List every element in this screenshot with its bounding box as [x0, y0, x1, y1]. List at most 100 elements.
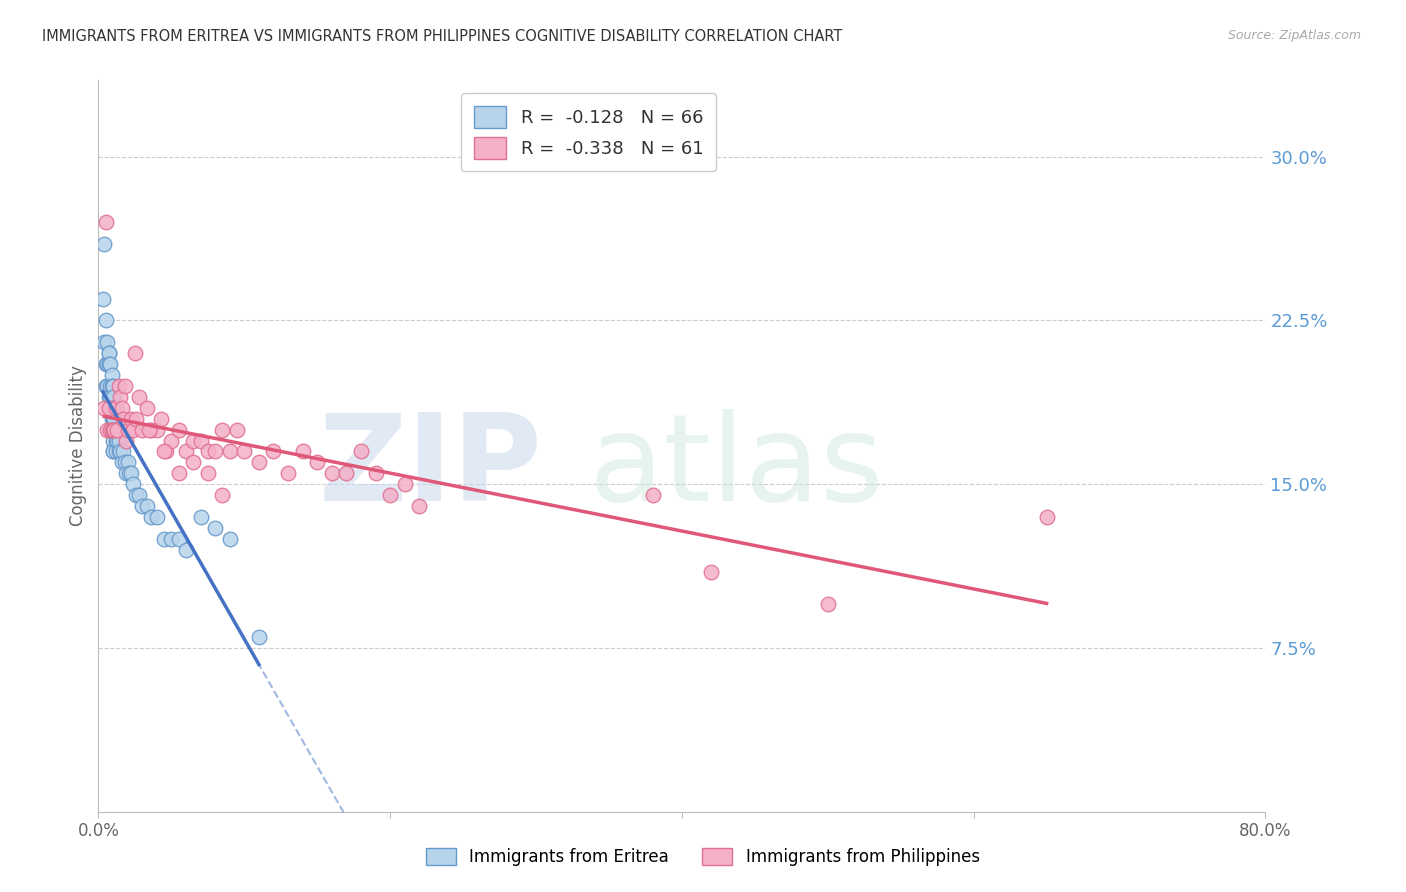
Point: [218, 444, 240, 458]
Point: [91, 292, 114, 306]
Point: [174, 444, 197, 458]
Point: [321, 467, 343, 481]
Point: [93, 237, 115, 252]
Point: [104, 401, 127, 415]
Y-axis label: Cognitive Disability: Cognitive Disability: [69, 366, 87, 526]
Point: [98, 390, 121, 404]
Point: [97, 401, 120, 415]
Point: [364, 467, 387, 481]
Point: [101, 379, 124, 393]
Point: [181, 434, 204, 448]
Point: [174, 542, 197, 557]
Point: [167, 467, 190, 481]
Point: [96, 379, 118, 393]
Point: [93, 401, 115, 415]
Point: [150, 411, 173, 425]
Point: [641, 488, 664, 502]
Point: [408, 499, 430, 513]
Point: [100, 368, 122, 382]
Text: ZIP: ZIP: [318, 409, 541, 526]
Point: [218, 532, 240, 546]
Point: [247, 455, 270, 469]
Point: [153, 444, 176, 458]
Point: [97, 346, 120, 360]
Point: [105, 423, 128, 437]
Point: [114, 379, 136, 393]
Point: [350, 444, 373, 458]
Point: [335, 467, 357, 481]
Point: [247, 630, 270, 644]
Point: [100, 379, 122, 393]
Point: [197, 467, 219, 481]
Point: [167, 423, 190, 437]
Point: [204, 521, 226, 535]
Point: [146, 510, 169, 524]
Point: [131, 423, 153, 437]
Point: [111, 401, 134, 415]
Point: [111, 455, 134, 469]
Point: [112, 411, 135, 425]
Point: [115, 467, 138, 481]
Point: [204, 444, 226, 458]
Point: [307, 455, 329, 469]
Point: [117, 423, 139, 437]
Point: [96, 357, 118, 371]
Point: [101, 411, 124, 425]
Point: [394, 477, 416, 491]
Point: [112, 444, 135, 458]
Point: [125, 488, 148, 502]
Point: [233, 444, 256, 458]
Point: [100, 411, 122, 425]
Point: [700, 565, 723, 579]
Point: [101, 444, 124, 458]
Point: [93, 335, 115, 350]
Text: atlas: atlas: [589, 409, 884, 526]
Point: [197, 444, 219, 458]
Point: [108, 379, 131, 393]
Point: [104, 434, 127, 448]
Point: [139, 510, 162, 524]
Point: [120, 411, 142, 425]
Point: [110, 423, 132, 437]
Point: [291, 444, 314, 458]
Point: [190, 434, 212, 448]
Point: [139, 423, 162, 437]
Point: [125, 411, 148, 425]
Point: [117, 455, 139, 469]
Text: Source: ZipAtlas.com: Source: ZipAtlas.com: [1227, 29, 1361, 42]
Point: [96, 423, 118, 437]
Legend: Immigrants from Eritrea, Immigrants from Philippines: Immigrants from Eritrea, Immigrants from…: [419, 841, 987, 873]
Point: [124, 346, 146, 360]
Point: [160, 532, 183, 546]
Point: [104, 423, 127, 437]
Point: [103, 423, 125, 437]
Point: [101, 423, 124, 437]
Point: [110, 390, 132, 404]
Point: [96, 335, 118, 350]
Point: [138, 423, 160, 437]
Point: [98, 357, 121, 371]
Point: [101, 401, 124, 415]
Point: [181, 455, 204, 469]
Point: [120, 467, 142, 481]
Point: [101, 390, 124, 404]
Point: [110, 444, 132, 458]
Point: [94, 313, 117, 327]
Point: [101, 423, 124, 437]
Point: [94, 357, 117, 371]
Point: [97, 346, 120, 360]
Point: [155, 444, 177, 458]
Point: [108, 434, 131, 448]
Point: [167, 532, 190, 546]
Point: [146, 423, 169, 437]
Point: [262, 444, 284, 458]
Point: [160, 434, 183, 448]
Point: [98, 379, 121, 393]
Point: [118, 467, 141, 481]
Legend: R =  -0.128   N = 66, R =  -0.338   N = 61: R = -0.128 N = 66, R = -0.338 N = 61: [461, 93, 716, 171]
Point: [103, 401, 125, 415]
Point: [128, 488, 150, 502]
Point: [101, 434, 124, 448]
Point: [105, 434, 128, 448]
Point: [94, 379, 117, 393]
